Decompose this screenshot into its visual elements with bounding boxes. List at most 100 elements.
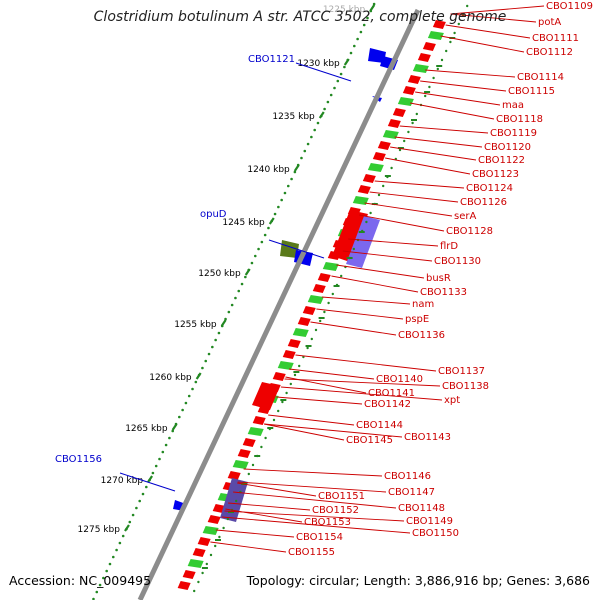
inner-dot (260, 445, 263, 449)
inner-dot (424, 94, 427, 98)
inner-dot (314, 328, 318, 332)
ruler-dot (217, 331, 221, 335)
inner-gene-label: CBO1144 (356, 420, 403, 431)
backbone-line (137, 8, 421, 600)
inner-dot (209, 553, 213, 557)
ruler-tick-label: 1255 kbp (174, 320, 217, 330)
ruler-dot (343, 65, 346, 69)
ruler-dot (326, 100, 330, 104)
inner-gene-connector (284, 378, 441, 387)
inner-gene-label: CBO1140 (376, 374, 423, 385)
ruler-dot (128, 520, 132, 524)
genome-title: Clostridium botulinum A str. ATCC 3502, … (93, 9, 507, 25)
ruler-dot (214, 338, 217, 342)
inner-dot (352, 247, 355, 251)
inner-gene (232, 460, 249, 469)
ruler-dot (164, 443, 168, 447)
inner-gene-connector (215, 529, 295, 538)
ruler-tick-label: 1230 kbp (297, 59, 340, 69)
ruler-dot (234, 296, 237, 300)
inner-gene-label: CBO1112 (526, 47, 573, 58)
ruler-dot (181, 408, 184, 412)
inner-gene-connector (348, 238, 439, 247)
inner-gene-label: CBO1130 (434, 256, 481, 267)
inner-gene (177, 581, 191, 590)
inner-dot (201, 571, 204, 575)
inner-gene-label: CBO1118 (496, 114, 543, 125)
inner-gene (247, 427, 264, 436)
inner-gene-connector (285, 376, 367, 394)
inner-gene-connector (440, 35, 525, 53)
ruler-dot (253, 254, 257, 258)
inner-dot (365, 220, 368, 224)
inner-dot (319, 319, 322, 323)
inner-dot (222, 526, 225, 530)
inner-gene-large (332, 210, 368, 262)
inner-gene-label: CBO1126 (460, 197, 507, 208)
ruler-tick-label: 1265 kbp (125, 424, 168, 434)
ruler-dot (336, 79, 340, 83)
ruler-dot (135, 506, 138, 510)
inner-gene (192, 548, 206, 557)
inner-gene (367, 163, 384, 172)
inner-dot (298, 364, 301, 368)
inner-gene-connector (399, 125, 489, 134)
genome-summary-text: Topology: circular; Length: 3,886,916 bp… (246, 573, 590, 588)
ruler-dot (353, 44, 356, 48)
ruler-tick-label: 1235 kbp (272, 112, 315, 122)
ruler-dot (280, 198, 283, 202)
ruler-tick-label: 1270 kbp (101, 476, 144, 486)
inner-gene-label: CBO1136 (398, 330, 445, 341)
inner-gene-label: CBO1141 (368, 388, 415, 399)
inner-gene-label: CBO1115 (508, 86, 555, 97)
inner-gene-connector (295, 354, 437, 372)
inner-dot (398, 148, 402, 152)
ruler-dot (316, 121, 320, 125)
ruler-dot (92, 597, 95, 600)
ruler-dot (237, 289, 241, 293)
inner-dot (428, 85, 431, 89)
inner-gene-connector (237, 482, 317, 497)
ruler-dot (168, 436, 171, 440)
inner-gene-large (346, 216, 380, 268)
inner-dot (411, 121, 414, 125)
ruler-dot (240, 282, 244, 286)
ruler-dot (286, 184, 290, 188)
inner-gene-label: CBO1138 (442, 381, 489, 392)
inner-gene (422, 42, 436, 51)
inner-gene (297, 317, 311, 326)
outer-gene-connector (119, 472, 176, 492)
inner-gene-label: CBO1150 (412, 528, 459, 539)
inner-dot (272, 418, 276, 422)
inner-dot (310, 337, 313, 341)
inner-dot (453, 31, 456, 35)
ruler-tick-label: 1250 kbp (198, 269, 241, 279)
inner-dot (285, 391, 288, 395)
ruler-dot (207, 352, 211, 356)
inner-gene (427, 31, 444, 40)
ruler-dot (115, 548, 118, 552)
inner-gene (417, 53, 431, 62)
inner-gene (392, 108, 406, 117)
inner-dot (415, 112, 418, 116)
inner-gene-connector (264, 423, 403, 438)
ruler-dot (250, 261, 254, 265)
ruler-tick-label: 1240 kbp (247, 165, 290, 175)
inner-gene-connector (425, 69, 516, 78)
ruler-dot (161, 450, 165, 454)
inner-gene (237, 449, 251, 458)
inner-gene-connector (276, 396, 363, 405)
inner-gene (307, 295, 324, 304)
inner-dot (445, 49, 448, 53)
ruler-dot (366, 16, 369, 20)
inner-gene-label: CBO1123 (472, 169, 519, 180)
inner-gene-connector (450, 5, 545, 15)
inner-gene (407, 75, 421, 84)
ruler-dot (144, 485, 148, 489)
inner-gene-label: busR (426, 273, 451, 284)
inner-gene (282, 350, 296, 359)
ruler-dot (323, 107, 326, 111)
inner-gene-label: CBO1122 (478, 155, 525, 166)
ruler-dot (356, 37, 359, 41)
inner-dot (457, 22, 460, 26)
